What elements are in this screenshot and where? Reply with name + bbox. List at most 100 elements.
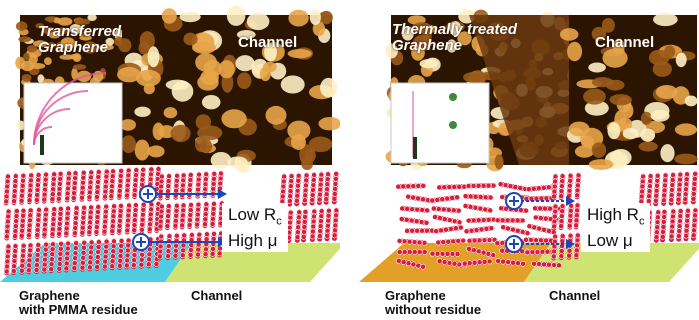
carrier-transport-lower <box>505 235 575 253</box>
pentacene-molecule <box>463 225 495 235</box>
pentacene-molecule <box>209 200 217 228</box>
pentacene-molecule <box>108 168 116 201</box>
pentacene-molecule <box>26 172 35 205</box>
mobility-label: Low μ <box>587 231 633 251</box>
diffraction-pattern-icon <box>390 82 490 164</box>
pentacene-molecule <box>294 209 303 243</box>
pentacene-molecule <box>331 207 340 241</box>
pentacene-molecule <box>675 171 684 206</box>
pentacene-molecule <box>179 202 187 230</box>
pentacene-molecule <box>531 260 563 269</box>
pentacene-molecule <box>139 201 147 234</box>
pentacene-molecule <box>186 172 194 199</box>
pentacene-molecule <box>123 237 132 270</box>
pentacene-molecule <box>109 203 117 236</box>
pentacene-molecule <box>56 205 64 238</box>
pentacene-molecule <box>94 239 102 271</box>
pentacene-molecule <box>331 170 340 205</box>
pentacene-molecule <box>195 231 203 259</box>
pentacene-molecule <box>668 172 676 206</box>
pentacene-molecule <box>41 171 49 204</box>
pentacene-molecule <box>209 230 217 258</box>
pentacene-molecule <box>3 173 11 206</box>
pentacene-molecule <box>690 207 699 241</box>
pentacene-molecule <box>532 205 564 212</box>
afm-label-channel: Channel <box>595 34 655 51</box>
pentacene-molecule <box>573 202 581 230</box>
pentacene-molecule <box>71 205 80 238</box>
pentacene-molecule <box>398 216 430 226</box>
pentacene-molecule <box>48 241 56 274</box>
pentacene-molecule <box>41 241 49 274</box>
pentacene-molecule <box>79 239 88 272</box>
pentacene-molecule <box>653 172 661 207</box>
pentacene-molecule <box>676 208 684 242</box>
pentacene-molecule <box>429 250 461 257</box>
pentacene-molecule <box>79 169 87 202</box>
pentacene-molecule <box>94 169 102 201</box>
pentacene-molecule <box>101 203 110 236</box>
pentacene-molecule <box>682 171 690 205</box>
pentacene-molecule <box>18 207 27 240</box>
pentacene-molecule <box>461 258 493 267</box>
arrowhead-icon <box>566 239 575 249</box>
caption-channel: Channel <box>191 288 243 303</box>
pentacene-molecule <box>495 258 527 267</box>
pentacene-molecule <box>79 204 87 237</box>
pentacene-molecule <box>109 238 117 271</box>
afm-label-channel: Channel <box>238 34 298 51</box>
pentacene-molecule <box>86 169 95 202</box>
pentacene-molecule <box>157 203 165 231</box>
panel-thermally-treated-graphene: Thermally treated Graphene Channel High … <box>359 0 699 320</box>
pentacene-molecule <box>316 171 325 206</box>
pentacene-molecule <box>309 172 317 206</box>
pentacene-molecule <box>131 202 139 235</box>
pentacene-stack-channel <box>550 172 582 261</box>
contact-properties-box: Low Rc High μ <box>222 203 288 253</box>
pentacene-molecule <box>551 203 559 231</box>
pentacene-molecule <box>395 257 427 270</box>
pentacene-molecule <box>10 243 19 276</box>
pentacene-molecule <box>116 167 125 200</box>
pentacene-molecule <box>550 233 559 261</box>
pentacene-molecule <box>172 202 180 230</box>
pentacene-molecule <box>659 208 668 243</box>
pentacene-molecule <box>279 173 288 207</box>
pentacene-molecule <box>551 173 559 201</box>
pentacene-molecule <box>396 249 428 255</box>
pentacene-molecule <box>566 172 574 200</box>
pentacene-molecule <box>317 208 325 242</box>
pentacene-molecule <box>18 172 27 205</box>
afm-image-channel-region <box>559 12 698 170</box>
pentacene-molecule <box>18 242 27 275</box>
resistance-label: High Rc <box>587 205 645 228</box>
pentacene-molecule <box>690 170 699 205</box>
pentacene-molecule <box>433 224 464 235</box>
contact-properties-box: High Rc Low μ <box>581 203 651 253</box>
pentacene-molecule <box>172 172 181 200</box>
pentacene-molecule <box>93 204 102 236</box>
pentacene-molecule <box>465 216 497 224</box>
pentacene-molecule <box>156 233 165 261</box>
pentacene-molecule <box>11 173 19 206</box>
pentacene-molecule <box>396 238 428 246</box>
arrowhead-icon <box>566 196 575 206</box>
pentacene-molecule <box>64 170 72 203</box>
pentacene-molecule <box>124 202 132 235</box>
pentacene-molecule <box>179 172 187 200</box>
pentacene-molecule <box>301 172 310 206</box>
pentacene-molecule <box>462 193 494 201</box>
pentacene-molecule <box>466 245 497 259</box>
pentacene-molecule <box>12 208 20 241</box>
diffraction-pattern-icon <box>23 72 123 164</box>
pentacene-molecule <box>432 214 463 226</box>
pentacene-molecule <box>3 208 12 241</box>
pentacene-molecule <box>660 172 669 206</box>
pentacene-molecule <box>404 227 436 234</box>
pentacene-molecule <box>309 208 318 242</box>
pentacene-molecule <box>494 217 526 224</box>
pentacene-molecule <box>33 172 42 204</box>
arrowhead-icon <box>218 189 227 199</box>
panel-transferred-graphene: Transferred Graphene Channel Low Rc High… <box>0 0 340 320</box>
pentacene-molecule <box>116 202 124 235</box>
